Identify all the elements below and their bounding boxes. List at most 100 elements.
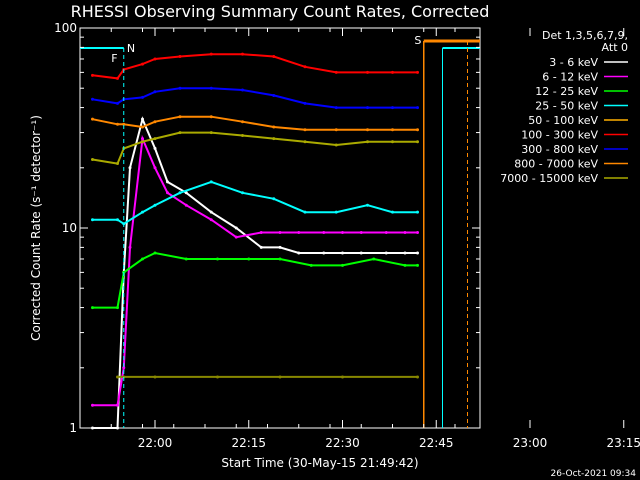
series-point-2	[153, 251, 157, 255]
series-point-2	[141, 257, 144, 261]
series-point-5	[178, 55, 182, 59]
series-point-7	[416, 128, 419, 132]
series-point-5	[416, 70, 419, 74]
series-point-5	[153, 57, 157, 61]
series-point-9	[116, 375, 119, 379]
series-point-6	[334, 106, 338, 110]
series-point-7	[122, 122, 126, 126]
series-point-1	[141, 137, 144, 141]
legend-label: 100 - 300 keV	[521, 129, 598, 142]
y-axis-label: Corrected Count Rate (s⁻¹ detector⁻¹)	[29, 115, 43, 341]
legend-label: 6 - 12 keV	[542, 71, 598, 84]
series-point-3	[272, 197, 276, 201]
series-line-1	[92, 134, 418, 407]
series-point-7	[272, 125, 276, 129]
series-point-5	[391, 70, 394, 74]
series-point-0	[297, 251, 301, 255]
legend-label: 12 - 25 keV	[535, 85, 598, 98]
series-point-0	[209, 210, 213, 214]
series-point-8	[241, 134, 244, 138]
series-point-2	[278, 257, 282, 261]
series-point-1	[341, 230, 344, 234]
series-point-8	[116, 162, 119, 166]
series-point-0	[259, 245, 263, 249]
series-point-3	[178, 191, 182, 195]
series-point-8	[334, 143, 338, 147]
series-point-8	[178, 131, 182, 135]
series-point-5	[116, 76, 119, 80]
series-point-2	[403, 263, 407, 267]
series-point-7	[334, 128, 338, 132]
series-point-5	[272, 55, 276, 59]
legend-label: 7000 - 15000 keV	[500, 172, 598, 185]
series-line-3	[92, 180, 418, 225]
series-line-7	[92, 115, 418, 131]
series-point-2	[216, 257, 219, 261]
series-point-0	[341, 251, 344, 255]
series-line-0	[92, 116, 418, 429]
series-point-9	[153, 375, 157, 379]
legend-label: 800 - 7000 keV	[514, 158, 598, 171]
x-axis-label: Start Time (30-May-15 21:49:42)	[221, 456, 418, 470]
series-point-3	[91, 218, 94, 222]
series-point-1	[122, 366, 126, 370]
series-point-9	[341, 375, 344, 379]
series-point-0	[153, 146, 157, 150]
series-point-1	[234, 235, 238, 239]
x-tick-label: 22:00	[138, 436, 173, 450]
series-point-7	[366, 128, 369, 132]
series-point-1	[153, 166, 157, 170]
series-point-1	[359, 230, 363, 234]
series-point-0	[384, 251, 388, 255]
series-point-3	[391, 210, 394, 214]
series-point-0	[416, 251, 419, 255]
series-point-6	[241, 88, 244, 92]
series-point-5	[366, 70, 369, 74]
x-tick-label: 22:15	[231, 436, 266, 450]
footer-timestamp: 26-Oct-2021 09:34	[551, 469, 637, 479]
series-point-9	[278, 375, 282, 379]
series-point-1	[259, 230, 263, 234]
flag-label-s: S	[414, 34, 421, 47]
series-point-2	[372, 257, 376, 261]
legend-label: 3 - 6 keV	[549, 56, 598, 69]
series-point-0	[91, 426, 94, 430]
series-point-0	[403, 251, 407, 255]
series-point-1	[91, 403, 94, 407]
series-point-8	[303, 140, 307, 144]
legend-label: 300 - 800 keV	[521, 143, 598, 156]
series-point-5	[209, 52, 213, 56]
series-point-1	[209, 218, 213, 222]
series-point-3	[153, 203, 157, 207]
series-point-2	[309, 263, 313, 267]
series-point-8	[209, 131, 213, 135]
series-point-8	[391, 140, 394, 144]
series-point-0	[322, 251, 326, 255]
series-point-1	[278, 230, 282, 234]
series-point-0	[141, 117, 144, 121]
series-point-2	[91, 306, 94, 310]
legend-label: 50 - 100 keV	[528, 114, 598, 127]
series-point-2	[341, 263, 344, 267]
series-point-1	[166, 191, 169, 195]
series-point-3	[334, 210, 338, 214]
legend-label: 25 - 50 keV	[535, 100, 598, 113]
y-tick-label: 10	[62, 221, 77, 235]
series-point-7	[241, 120, 244, 124]
legend-header-1: Det 1,3,5,6,7,9,	[542, 29, 628, 42]
series-point-1	[128, 245, 132, 249]
series-point-1	[384, 230, 388, 234]
series-point-3	[116, 218, 119, 222]
series-point-6	[416, 106, 419, 110]
legend: Det 1,3,5,6,7,9, Att 0 3 - 6 keV 6 - 12 k…	[500, 29, 628, 185]
series-point-6	[303, 101, 307, 105]
series-line-5	[92, 53, 418, 80]
chart-title: RHESSI Observing Summary Count Rates, Co…	[71, 2, 490, 21]
series-point-6	[153, 90, 157, 94]
series-point-8	[91, 158, 94, 162]
series-point-3	[209, 180, 213, 184]
plot-frame	[79, 27, 481, 429]
series-point-7	[153, 120, 157, 124]
series-point-2	[184, 257, 188, 261]
series-point-0	[128, 166, 132, 170]
